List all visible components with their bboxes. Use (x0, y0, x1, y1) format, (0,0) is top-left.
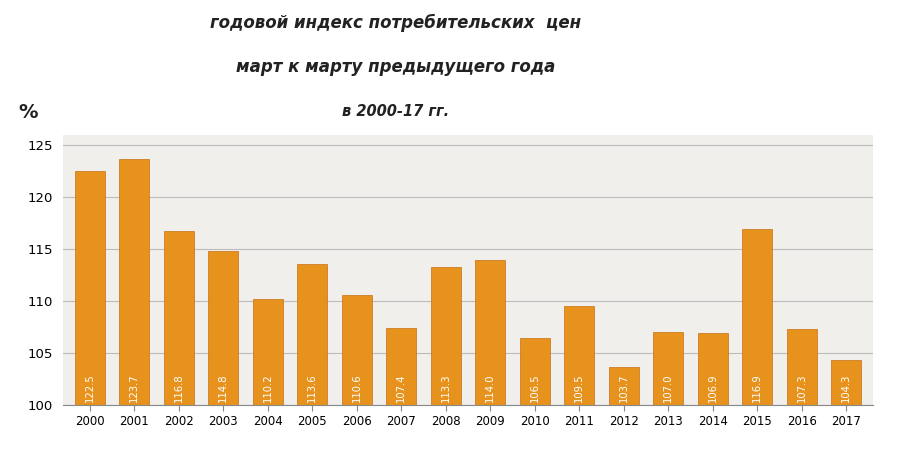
Text: годовой индекс потребительских  цен: годовой индекс потребительских цен (211, 14, 581, 32)
Bar (430, 267, 461, 405)
Text: 114.0: 114.0 (485, 374, 495, 402)
Text: 107.0: 107.0 (663, 374, 673, 402)
Bar (164, 230, 194, 405)
Text: 104.3: 104.3 (842, 374, 851, 402)
Text: 116.9: 116.9 (752, 374, 762, 402)
Bar (475, 260, 506, 405)
Bar (832, 360, 861, 405)
Text: 107.4: 107.4 (396, 374, 406, 402)
Text: 103.7: 103.7 (619, 374, 629, 402)
Text: в 2000-17 гг.: в 2000-17 гг. (342, 104, 450, 118)
Text: 116.8: 116.8 (174, 374, 184, 402)
Bar (787, 329, 817, 405)
Bar (653, 332, 683, 405)
Bar (698, 333, 728, 405)
Bar (608, 367, 639, 405)
Bar (386, 328, 417, 405)
Bar (297, 264, 328, 405)
Bar (208, 251, 238, 405)
Text: 110.6: 110.6 (352, 374, 362, 402)
Bar (519, 338, 550, 405)
Text: 113.6: 113.6 (307, 374, 317, 402)
Bar (75, 171, 104, 405)
Text: 107.3: 107.3 (796, 374, 806, 402)
Text: 114.8: 114.8 (218, 374, 229, 402)
Text: 123.7: 123.7 (130, 374, 140, 402)
Text: 106.9: 106.9 (707, 374, 718, 402)
Bar (119, 159, 149, 405)
Text: %: % (18, 103, 38, 122)
Text: BANKIROS: BANKIROS (802, 36, 880, 49)
Text: 122.5: 122.5 (85, 374, 94, 402)
Bar (742, 230, 772, 405)
Text: 109.5: 109.5 (574, 374, 584, 402)
Text: март к марту предыдущего года: март к марту предыдущего года (237, 58, 555, 76)
Text: 106.5: 106.5 (530, 374, 540, 402)
Bar (253, 299, 283, 405)
Text: 113.3: 113.3 (441, 374, 451, 402)
Bar (342, 295, 372, 405)
Text: 110.2: 110.2 (263, 374, 273, 402)
Bar (564, 306, 594, 405)
